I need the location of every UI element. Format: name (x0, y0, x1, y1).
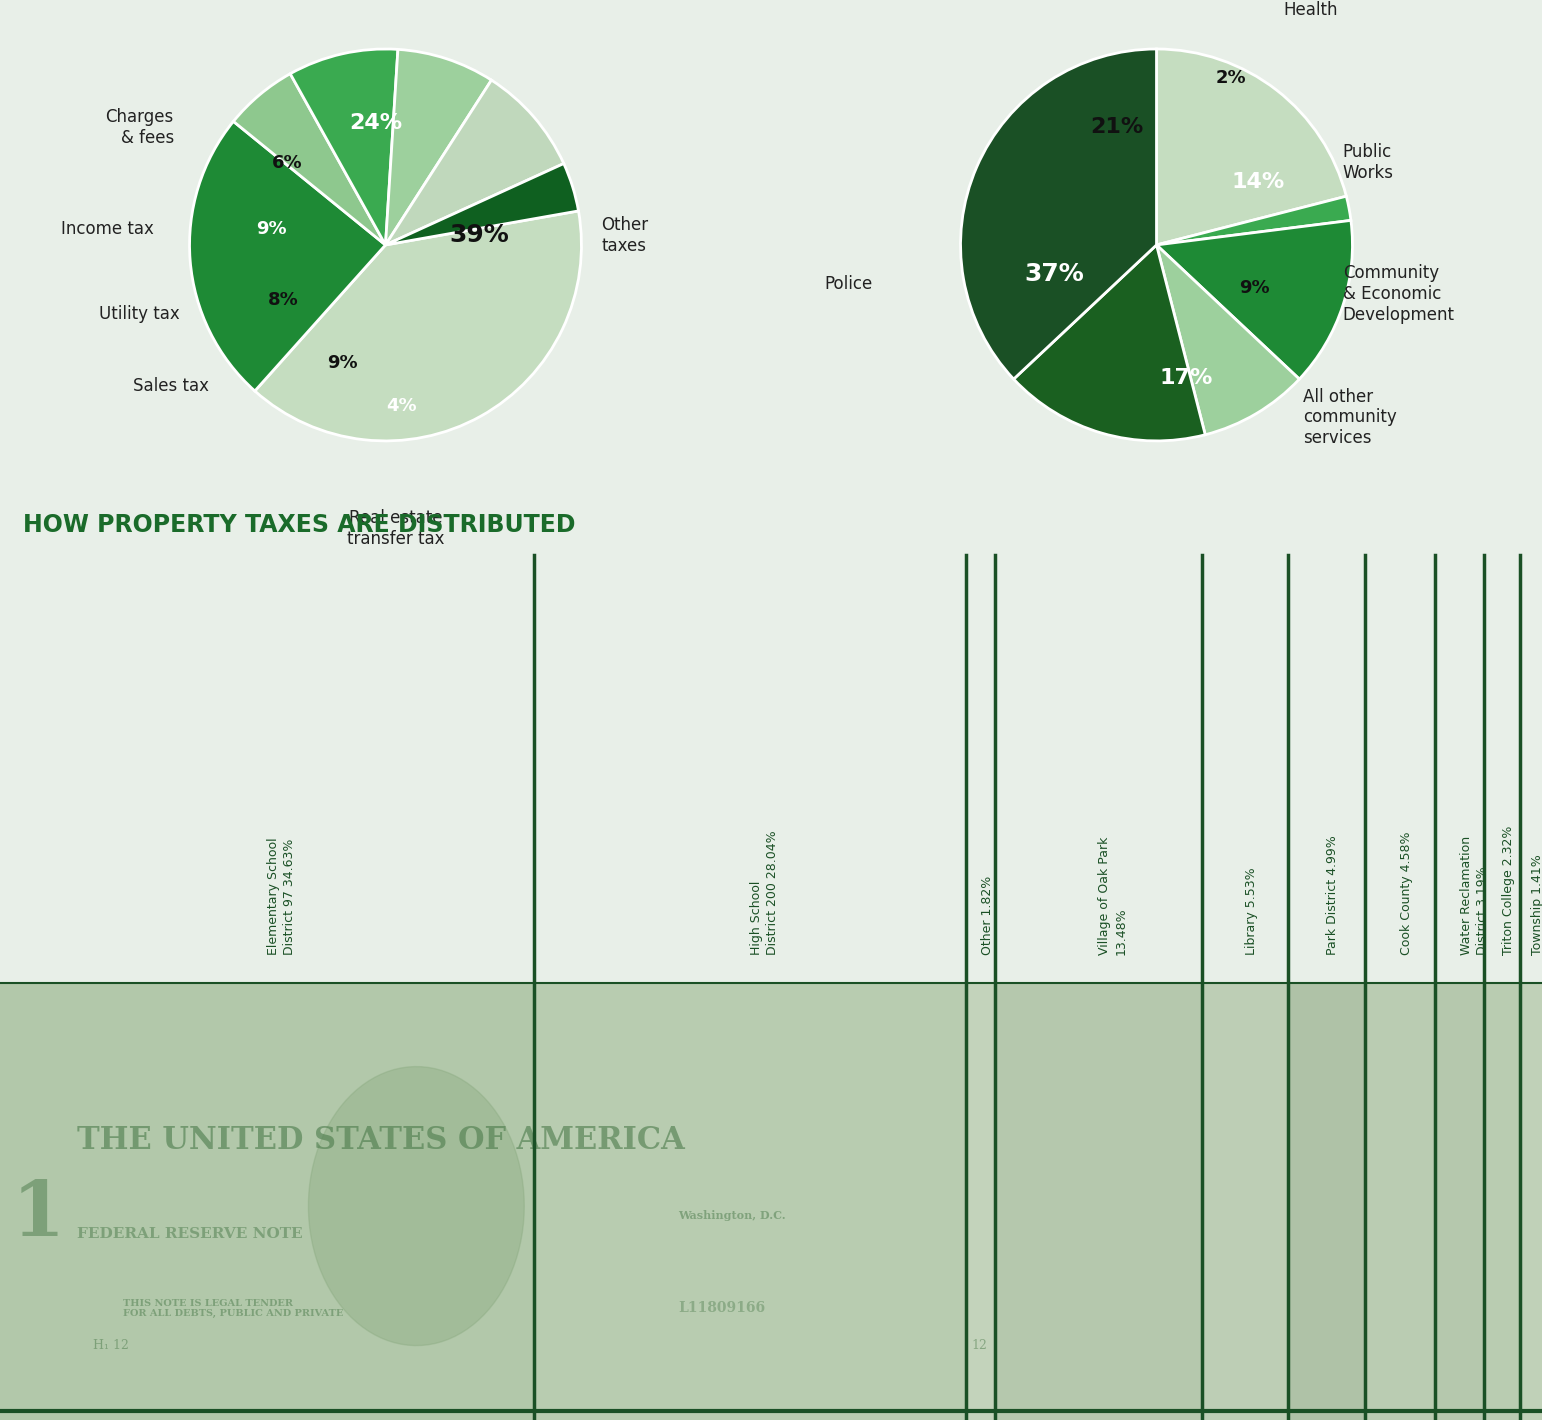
Wedge shape (1156, 220, 1352, 379)
Text: 8%: 8% (268, 291, 299, 308)
Text: Cook County 4.58%: Cook County 4.58% (1400, 832, 1412, 954)
Text: FEDERAL RESERVE NOTE: FEDERAL RESERVE NOTE (77, 1227, 302, 1241)
Text: 24%: 24% (348, 114, 402, 133)
Wedge shape (386, 163, 578, 244)
Text: Charges
& fees: Charges & fees (105, 108, 174, 146)
Text: THIS NOTE IS LEGAL TENDER
FOR ALL DEBTS, PUBLIC AND PRIVATE: THIS NOTE IS LEGAL TENDER FOR ALL DEBTS,… (123, 1299, 344, 1318)
Bar (0, 983, 534, 1420)
Wedge shape (386, 80, 564, 244)
Text: 14%: 14% (1232, 172, 1284, 192)
Bar (1203, 983, 1288, 1420)
Text: 1: 1 (12, 1179, 65, 1252)
Text: Utility tax: Utility tax (99, 304, 180, 322)
Wedge shape (1013, 244, 1206, 440)
Text: H₁ 12: H₁ 12 (93, 1339, 128, 1352)
Text: 4%: 4% (386, 396, 416, 415)
Text: 9%: 9% (256, 220, 287, 239)
Text: Other 1.82%: Other 1.82% (981, 876, 993, 954)
Text: Elementary School
District 97 34.63%: Elementary School District 97 34.63% (267, 838, 296, 954)
Text: Library 5.53%: Library 5.53% (1244, 868, 1258, 954)
Text: Water Reclamation
District 3.19%: Water Reclamation District 3.19% (1460, 836, 1490, 954)
Text: Triton College 2.32%: Triton College 2.32% (1502, 825, 1516, 954)
Text: Police: Police (823, 275, 873, 293)
Wedge shape (1156, 48, 1346, 244)
Bar (1365, 983, 1436, 1420)
Text: L11809166: L11809166 (678, 1301, 766, 1315)
Bar (1288, 983, 1365, 1420)
Text: All other
community
services: All other community services (1303, 388, 1397, 447)
Polygon shape (308, 1066, 524, 1346)
Text: Village of Oak Park
13.48%: Village of Oak Park 13.48% (1098, 836, 1127, 954)
Wedge shape (386, 50, 492, 244)
Text: High School
District 200 28.04%: High School District 200 28.04% (751, 831, 779, 954)
Bar (995, 983, 1203, 1420)
Text: 9%: 9% (327, 354, 358, 372)
Text: THE UNITED STATES OF AMERICA: THE UNITED STATES OF AMERICA (77, 1126, 685, 1156)
Text: Other
taxes: Other taxes (601, 216, 648, 254)
Bar (0, 983, 1542, 1420)
Text: Income tax: Income tax (62, 220, 154, 239)
Wedge shape (1156, 196, 1351, 244)
Text: Public
Works: Public Works (1343, 143, 1394, 182)
Text: Park District 4.99%: Park District 4.99% (1326, 835, 1338, 954)
Bar (534, 983, 967, 1420)
Text: 21%: 21% (1090, 118, 1144, 138)
Text: Real estate
transfer tax: Real estate transfer tax (347, 510, 444, 548)
Bar (1485, 983, 1520, 1420)
Bar (967, 983, 995, 1420)
Text: Sales tax: Sales tax (133, 378, 210, 395)
Text: Health: Health (1284, 1, 1338, 18)
Bar (1520, 983, 1542, 1420)
Text: 17%: 17% (1160, 368, 1212, 388)
Text: 39%: 39% (450, 223, 509, 247)
Text: 2%: 2% (1215, 70, 1246, 88)
Text: HOW PROPERTY TAXES ARE DISTRIBUTED: HOW PROPERTY TAXES ARE DISTRIBUTED (23, 513, 575, 537)
Text: Township 1.41%: Township 1.41% (1531, 855, 1542, 954)
Wedge shape (233, 74, 386, 244)
Text: 12: 12 (971, 1339, 987, 1352)
Text: 37%: 37% (1025, 263, 1084, 287)
Wedge shape (254, 212, 581, 440)
Text: Community
& Economic
Development: Community & Economic Development (1343, 264, 1454, 324)
Wedge shape (1156, 244, 1300, 435)
Wedge shape (290, 50, 398, 244)
Text: 9%: 9% (1240, 280, 1269, 297)
Text: Washington, D.C.: Washington, D.C. (678, 1210, 786, 1221)
Text: 6%: 6% (273, 153, 302, 172)
Wedge shape (190, 121, 386, 390)
Bar (1436, 983, 1485, 1420)
Wedge shape (961, 48, 1156, 379)
